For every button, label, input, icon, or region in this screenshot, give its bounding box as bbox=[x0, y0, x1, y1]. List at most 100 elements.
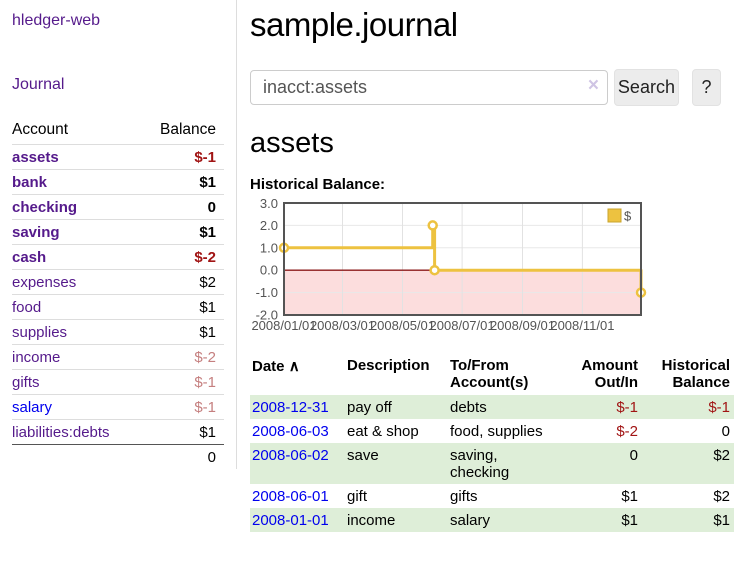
accounts-header-balance: Balance bbox=[159, 121, 216, 138]
account-row: saving $1 bbox=[12, 219, 224, 245]
account-row: bank $1 bbox=[12, 169, 224, 195]
help-button[interactable]: ? bbox=[691, 69, 721, 106]
transaction-row[interactable]: 2008-01-01 income salary $1 $1 bbox=[250, 508, 734, 532]
transaction-description: eat & shop bbox=[347, 422, 419, 440]
account-row: liabilities:debts $1 bbox=[12, 419, 224, 445]
chart-legend: $ bbox=[607, 208, 632, 224]
account-link-expenses[interactable]: expenses bbox=[12, 273, 77, 291]
chart-title: Historical Balance: bbox=[250, 176, 386, 193]
transaction-amount: $-2 bbox=[616, 422, 638, 440]
svg-text:2008/03/01: 2008/03/01 bbox=[310, 318, 375, 333]
transaction-balance: $-1 bbox=[708, 398, 730, 416]
transaction-date-link[interactable]: 2008-12-31 bbox=[252, 398, 329, 416]
transaction-row[interactable]: 2008-06-03 eat & shop food, supplies $-2… bbox=[250, 419, 734, 443]
account-link-cash[interactable]: cash bbox=[12, 248, 47, 266]
app-title-link[interactable]: hledger-web bbox=[12, 12, 101, 29]
svg-text:3.0: 3.0 bbox=[260, 199, 278, 211]
transaction-amount: $1 bbox=[621, 511, 638, 529]
transaction-date-link[interactable]: 2008-01-01 bbox=[252, 511, 329, 529]
transaction-date-link[interactable]: 2008-06-02 bbox=[252, 446, 329, 464]
search-form: × Search ? bbox=[250, 69, 721, 106]
search-button[interactable]: Search bbox=[614, 69, 679, 106]
legend-swatch bbox=[607, 208, 622, 223]
account-row: food $1 bbox=[12, 294, 224, 320]
accounts-table: Account Balance assets $-1 bank $1 check… bbox=[12, 118, 224, 469]
svg-text:2008/01/01: 2008/01/01 bbox=[251, 318, 316, 333]
svg-text:2008/11/01: 2008/11/01 bbox=[550, 318, 614, 333]
transaction-row[interactable]: 2008-12-31 pay off debts $-1 $-1 bbox=[250, 395, 734, 419]
svg-text:2.0: 2.0 bbox=[260, 218, 278, 233]
svg-text:0.0: 0.0 bbox=[260, 263, 278, 278]
account-balance: $2 bbox=[140, 269, 224, 295]
register-header-balance: Historical Balance bbox=[661, 357, 730, 391]
svg-text:2008/07/01: 2008/07/01 bbox=[430, 318, 495, 333]
sort-ascending-icon: ∧ bbox=[288, 358, 300, 375]
account-link-checking[interactable]: checking bbox=[12, 198, 78, 216]
account-balance: $-1 bbox=[140, 144, 224, 170]
account-balance: 0 bbox=[140, 194, 224, 220]
account-row: gifts $-1 bbox=[12, 369, 224, 395]
sidebar-item-journal[interactable]: Journal bbox=[12, 76, 65, 93]
register-header-accounts: To/From Account(s) bbox=[450, 357, 529, 391]
transaction-accounts: salary bbox=[450, 511, 491, 529]
account-link-bank[interactable]: bank bbox=[12, 173, 48, 191]
register-table: Date ∧ Description To/From Account(s) Am… bbox=[250, 355, 734, 532]
account-link-liabilities-debts[interactable]: liabilities:debts bbox=[12, 423, 110, 441]
svg-text:-1.0: -1.0 bbox=[256, 285, 278, 300]
account-balance: $-1 bbox=[140, 394, 224, 420]
accounts-header-account: Account bbox=[12, 121, 69, 138]
transaction-description: gift bbox=[347, 487, 368, 505]
account-balance: $1 bbox=[140, 419, 224, 445]
account-balance: $1 bbox=[140, 219, 224, 245]
account-link-assets[interactable]: assets bbox=[12, 148, 59, 166]
transaction-row[interactable]: 2008-06-01 gift gifts $1 $2 bbox=[250, 484, 734, 508]
transaction-row[interactable]: 2008-06-02 save saving, checking 0 $2 bbox=[250, 443, 734, 484]
transaction-description: pay off bbox=[347, 398, 392, 416]
page-title: sample.journal bbox=[250, 6, 458, 43]
account-link-saving[interactable]: saving bbox=[12, 223, 60, 241]
search-input[interactable] bbox=[250, 70, 608, 105]
account-link-salary[interactable]: salary bbox=[12, 398, 53, 416]
transaction-amount: 0 bbox=[629, 446, 638, 464]
account-heading: assets bbox=[250, 127, 334, 159]
register-header-amount: Amount Out/In bbox=[581, 357, 638, 391]
svg-text:2008/05/01: 2008/05/01 bbox=[370, 318, 435, 333]
account-link-gifts[interactable]: gifts bbox=[12, 373, 40, 391]
account-row: assets $-1 bbox=[12, 144, 224, 170]
svg-text:2008/09/01: 2008/09/01 bbox=[490, 318, 555, 333]
transaction-amount: $-1 bbox=[616, 398, 638, 416]
transaction-balance: $2 bbox=[713, 487, 730, 505]
sidebar: hledger-web Journal Account Balance asse… bbox=[0, 0, 237, 469]
plot-border bbox=[283, 202, 642, 316]
account-row: income $-2 bbox=[12, 344, 224, 370]
transaction-accounts: debts bbox=[450, 398, 487, 416]
transaction-date-link[interactable]: 2008-06-03 bbox=[252, 422, 329, 440]
account-balance: $-1 bbox=[140, 369, 224, 395]
transaction-accounts: gifts bbox=[450, 487, 478, 505]
clear-search-icon[interactable]: × bbox=[587, 75, 599, 96]
register-header-description: Description bbox=[347, 357, 430, 374]
transaction-balance: $2 bbox=[713, 446, 730, 464]
account-balance: $-2 bbox=[140, 344, 224, 370]
account-link-supplies[interactable]: supplies bbox=[12, 323, 68, 341]
account-row: supplies $1 bbox=[12, 319, 224, 345]
transaction-balance: 0 bbox=[721, 422, 730, 440]
transaction-description: income bbox=[347, 511, 396, 529]
register-header-date[interactable]: Date ∧ bbox=[252, 358, 300, 375]
x-axis-tick-labels: 2008/01/01 2008/03/01 2008/05/01 2008/07… bbox=[251, 318, 614, 333]
account-balance: $1 bbox=[140, 169, 224, 195]
accounts-total-balance: 0 bbox=[140, 444, 224, 469]
account-link-income[interactable]: income bbox=[12, 348, 61, 366]
historical-balance-chart: $ 3.0 2.0 1.0 0.0 -1.0 -2.0 2008/01/01 2… bbox=[251, 199, 647, 333]
account-row: expenses $2 bbox=[12, 269, 224, 295]
account-row: checking 0 bbox=[12, 194, 224, 220]
transaction-amount: $1 bbox=[621, 487, 638, 505]
account-link-food[interactable]: food bbox=[12, 298, 42, 316]
account-balance: $-2 bbox=[140, 244, 224, 270]
transaction-description: save bbox=[347, 446, 379, 464]
legend-label: $ bbox=[624, 209, 632, 224]
transaction-balance: $1 bbox=[713, 511, 730, 529]
transaction-date-link[interactable]: 2008-06-01 bbox=[252, 487, 329, 505]
hledger-web-page: hledger-web Journal Account Balance asse… bbox=[0, 0, 734, 532]
accounts-total-row: 0 bbox=[12, 444, 224, 469]
